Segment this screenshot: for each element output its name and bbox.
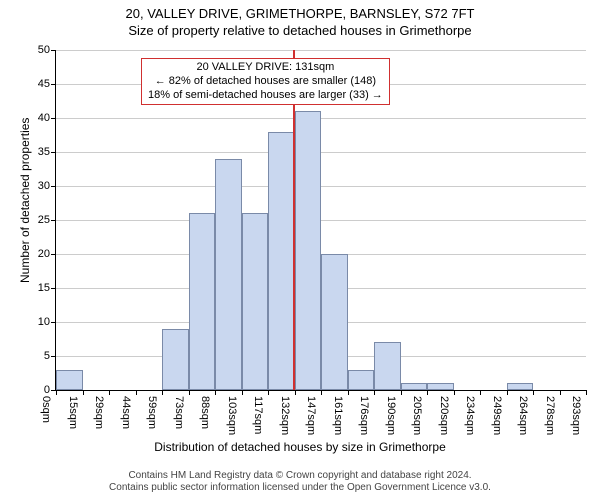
chart-subtitle: Size of property relative to detached ho… xyxy=(0,23,600,40)
x-tick xyxy=(109,390,110,395)
x-tick xyxy=(348,390,349,395)
x-tick xyxy=(427,390,428,395)
x-tick xyxy=(162,390,163,395)
x-axis-label: Distribution of detached houses by size … xyxy=(0,440,600,454)
annotation-line: ← 82% of detached houses are smaller (14… xyxy=(148,75,383,89)
x-tick-label: 88sqm xyxy=(199,396,211,429)
x-tick xyxy=(295,390,296,395)
x-tick xyxy=(374,390,375,395)
gridline xyxy=(56,152,586,153)
y-tick-label: 40 xyxy=(38,112,56,124)
x-tick-label: 59sqm xyxy=(146,396,158,429)
x-tick xyxy=(268,390,269,395)
x-tick xyxy=(321,390,322,395)
gridline xyxy=(56,186,586,187)
y-tick-label: 50 xyxy=(38,44,56,56)
x-tick xyxy=(533,390,534,395)
histogram-bar xyxy=(56,370,83,390)
x-tick-label: 132sqm xyxy=(279,396,291,435)
y-tick-label: 10 xyxy=(38,316,56,328)
histogram-bar xyxy=(507,383,534,390)
x-tick-label: 205sqm xyxy=(411,396,423,435)
x-tick-label: 249sqm xyxy=(491,396,503,435)
annotation-callout: 20 VALLEY DRIVE: 131sqm← 82% of detached… xyxy=(141,58,390,105)
chart-title-address: 20, VALLEY DRIVE, GRIMETHORPE, BARNSLEY,… xyxy=(0,0,600,23)
histogram-bar xyxy=(348,370,375,390)
x-tick-label: 176sqm xyxy=(358,396,370,435)
x-tick xyxy=(136,390,137,395)
x-tick-label: 264sqm xyxy=(517,396,529,435)
x-tick xyxy=(56,390,57,395)
x-tick-label: 190sqm xyxy=(385,396,397,435)
histogram-bar xyxy=(162,329,189,390)
x-tick-label: 29sqm xyxy=(93,396,105,429)
y-tick-label: 0 xyxy=(44,384,56,396)
x-tick-label: 147sqm xyxy=(305,396,317,435)
histogram-bar xyxy=(215,159,242,390)
footer-line-1: Contains HM Land Registry data © Crown c… xyxy=(0,470,600,482)
x-tick-label: 44sqm xyxy=(120,396,132,429)
x-tick-label: 73sqm xyxy=(173,396,185,429)
x-tick xyxy=(189,390,190,395)
x-tick xyxy=(586,390,587,395)
x-tick-label: 117sqm xyxy=(252,396,264,434)
histogram-bar xyxy=(189,213,216,390)
gridline xyxy=(56,220,586,221)
x-tick-label: 234sqm xyxy=(464,396,476,435)
x-tick xyxy=(507,390,508,395)
x-tick-label: 278sqm xyxy=(544,396,556,435)
y-tick-label: 5 xyxy=(44,350,56,362)
x-tick-label: 161sqm xyxy=(332,396,344,435)
histogram-bar xyxy=(374,342,401,390)
histogram-bar xyxy=(321,254,348,390)
y-tick-label: 20 xyxy=(38,248,56,260)
y-tick-label: 25 xyxy=(38,214,56,226)
histogram-bar xyxy=(242,213,269,390)
histogram-bar xyxy=(268,132,295,390)
histogram-bar xyxy=(427,383,454,390)
x-tick-label: 0sqm xyxy=(40,396,52,423)
x-tick-label: 15sqm xyxy=(67,396,79,429)
x-tick-label: 293sqm xyxy=(570,396,582,435)
plot-area: 051015202530354045500sqm15sqm29sqm44sqm5… xyxy=(55,50,586,391)
y-tick-label: 45 xyxy=(38,78,56,90)
chart-container: { "header": { "line1": "20, VALLEY DRIVE… xyxy=(0,0,600,500)
x-tick xyxy=(215,390,216,395)
y-tick-label: 35 xyxy=(38,146,56,158)
annotation-line: 20 VALLEY DRIVE: 131sqm xyxy=(148,61,383,75)
x-tick xyxy=(83,390,84,395)
x-tick-label: 103sqm xyxy=(226,396,238,435)
x-tick xyxy=(242,390,243,395)
annotation-line: 18% of semi-detached houses are larger (… xyxy=(148,89,383,103)
gridline xyxy=(56,50,586,51)
x-tick xyxy=(454,390,455,395)
histogram-bar xyxy=(401,383,428,390)
footer-line-2: Contains public sector information licen… xyxy=(0,482,600,494)
x-tick xyxy=(560,390,561,395)
y-tick-label: 15 xyxy=(38,282,56,294)
x-tick xyxy=(480,390,481,395)
attribution-footer: Contains HM Land Registry data © Crown c… xyxy=(0,470,600,494)
x-tick-label: 220sqm xyxy=(438,396,450,435)
x-tick xyxy=(401,390,402,395)
histogram-bar xyxy=(295,111,322,390)
y-axis-label: Number of detached properties xyxy=(18,118,32,283)
gridline xyxy=(56,118,586,119)
y-tick-label: 30 xyxy=(38,180,56,192)
